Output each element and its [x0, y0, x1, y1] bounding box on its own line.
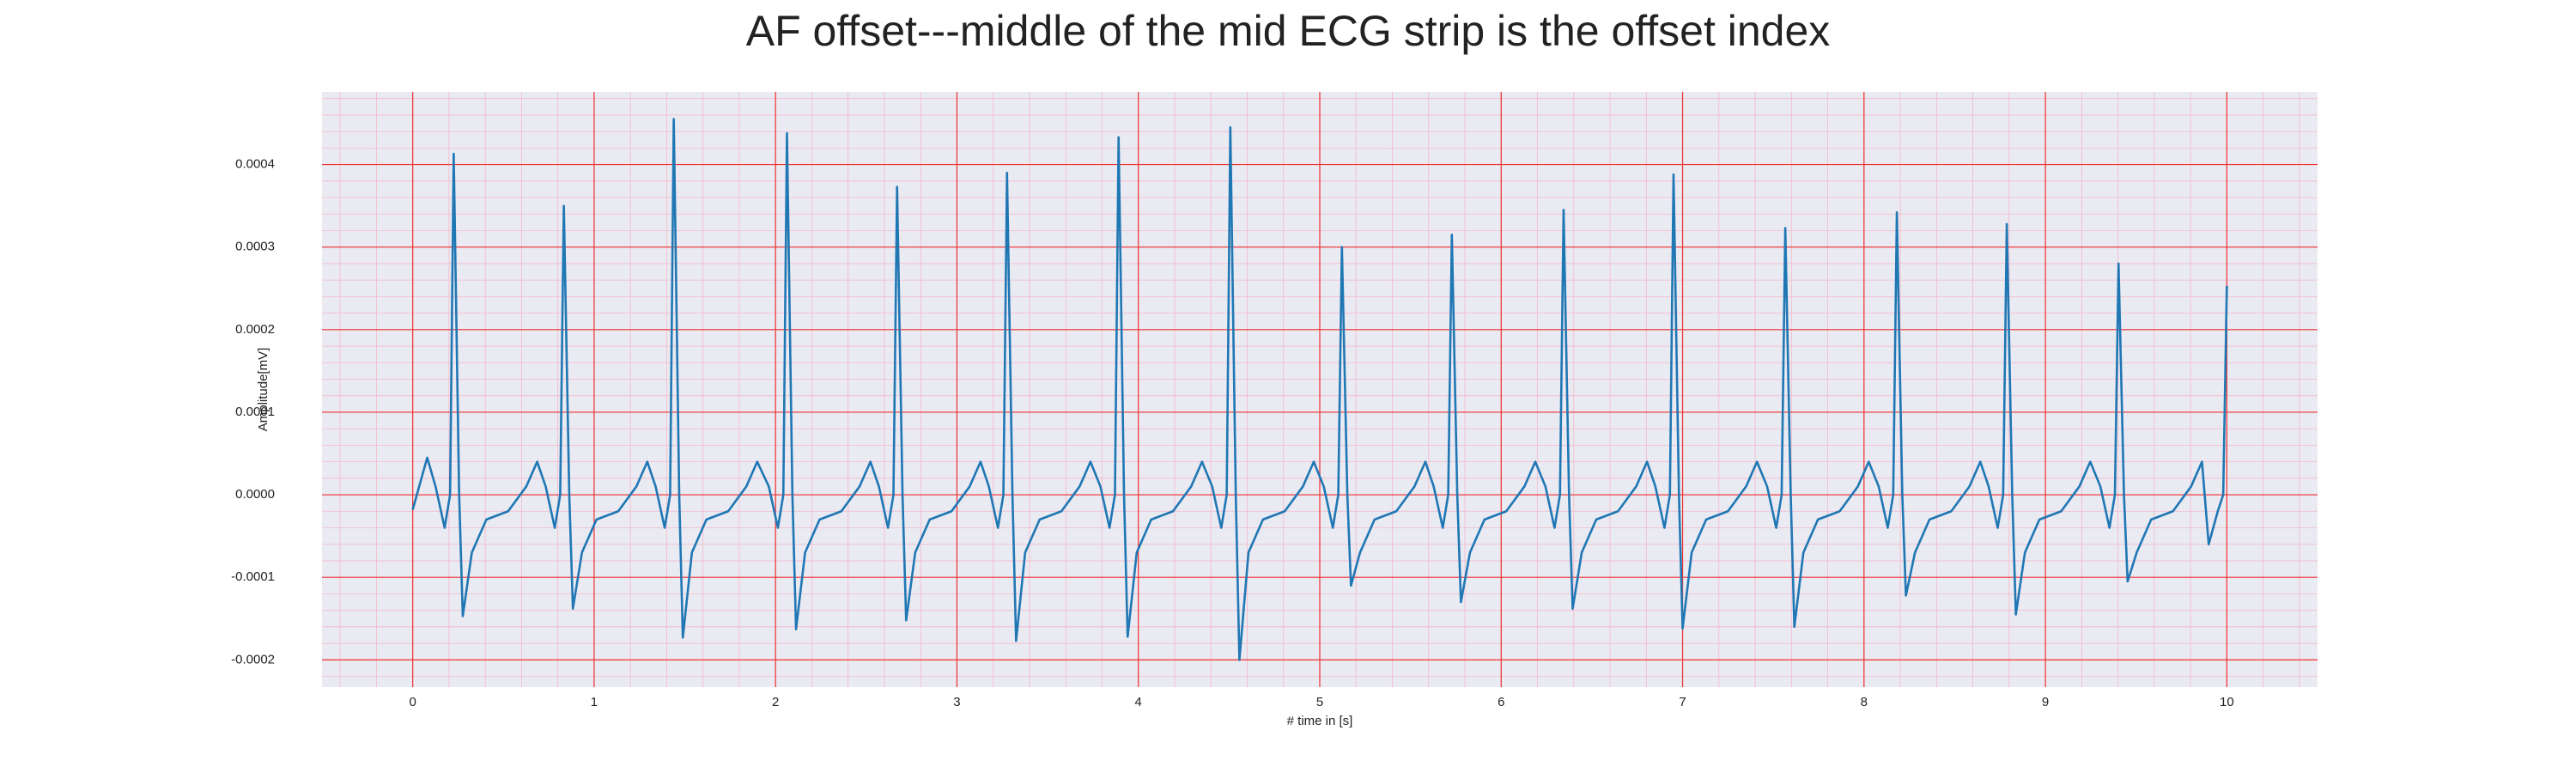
y-tick-label: 0.0002: [235, 322, 275, 337]
x-tick-label: 0: [409, 695, 416, 709]
y-axis-label: Amplitude[mV]: [256, 348, 270, 432]
x-tick-label: 4: [1135, 695, 1142, 709]
x-tick-label: 10: [2220, 695, 2234, 709]
y-tick-label: -0.0001: [231, 569, 275, 584]
x-tick-label: 1: [591, 695, 598, 709]
x-tick-label: 7: [1679, 695, 1686, 709]
x-tick-label: 9: [2042, 695, 2049, 709]
x-tick-label: 6: [1498, 695, 1504, 709]
x-axis-label: # time in [s]: [1287, 714, 1353, 728]
y-tick-label: -0.0002: [231, 652, 275, 666]
y-tick-label: 0.0004: [235, 157, 275, 172]
x-tick-label: 3: [953, 695, 960, 709]
y-tick-label: 0.0003: [235, 240, 275, 254]
chart-title: AF offset---middle of the mid ECG strip …: [746, 7, 1831, 55]
y-tick-label: 0.0001: [235, 405, 275, 419]
ecg-line: [411, 118, 2228, 661]
x-tick-label: 2: [772, 695, 779, 709]
y-tick-label: 0.0000: [235, 487, 275, 502]
x-tick-label: 5: [1316, 695, 1323, 709]
x-tick-label: 8: [1861, 695, 1868, 709]
